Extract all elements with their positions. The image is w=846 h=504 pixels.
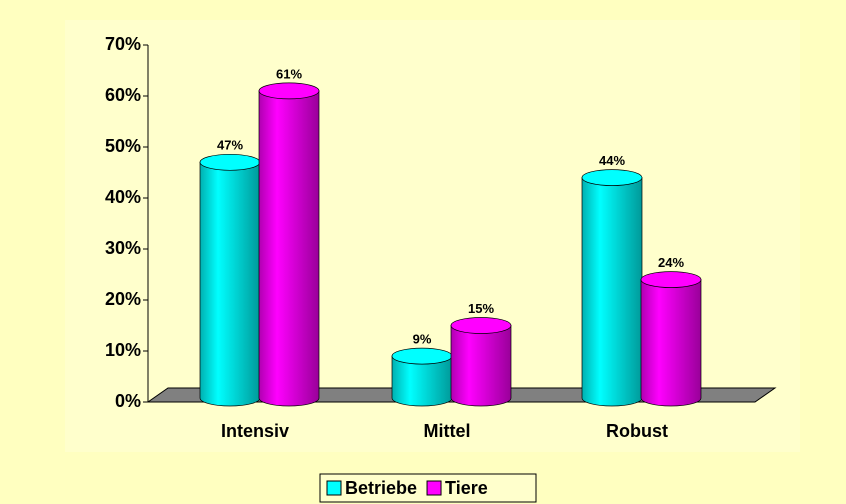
cylinder-top: [640, 271, 702, 288]
cylinder-body: [640, 279, 702, 407]
y-tick-label: 10%: [105, 340, 141, 360]
value-label: 24%: [658, 255, 684, 270]
y-tick-label: 60%: [105, 85, 141, 105]
y-tick-label: 30%: [105, 238, 141, 258]
legend-label: Tiere: [445, 478, 488, 498]
y-tick-label: 50%: [105, 136, 141, 156]
value-label: 9%: [413, 332, 432, 347]
x-tick-label: Mittel: [424, 421, 471, 441]
x-tick-label: Intensiv: [221, 421, 289, 441]
cylinder-top: [581, 169, 643, 186]
value-label: 44%: [599, 153, 625, 168]
cylinder-body: [199, 161, 261, 407]
x-tick-label: Robust: [606, 421, 668, 441]
cylinder-top: [199, 153, 261, 171]
y-tick-label: 70%: [105, 34, 141, 54]
cylinder-top: [450, 317, 512, 334]
value-label: 61%: [276, 66, 302, 81]
y-tick-label: 40%: [105, 187, 141, 207]
cylinder-body: [450, 325, 512, 407]
cylinder-body: [258, 90, 320, 407]
y-tick-label: 20%: [105, 289, 141, 309]
cylinder-top: [258, 82, 320, 100]
value-label: 47%: [217, 138, 243, 153]
y-tick-label: 0%: [115, 391, 141, 411]
legend-swatch: [426, 480, 442, 496]
legend-swatch: [326, 480, 342, 496]
cylinder-top: [391, 347, 453, 365]
value-label: 15%: [468, 301, 494, 316]
cylinder-body: [581, 177, 643, 407]
legend-label: Betriebe: [345, 478, 417, 498]
